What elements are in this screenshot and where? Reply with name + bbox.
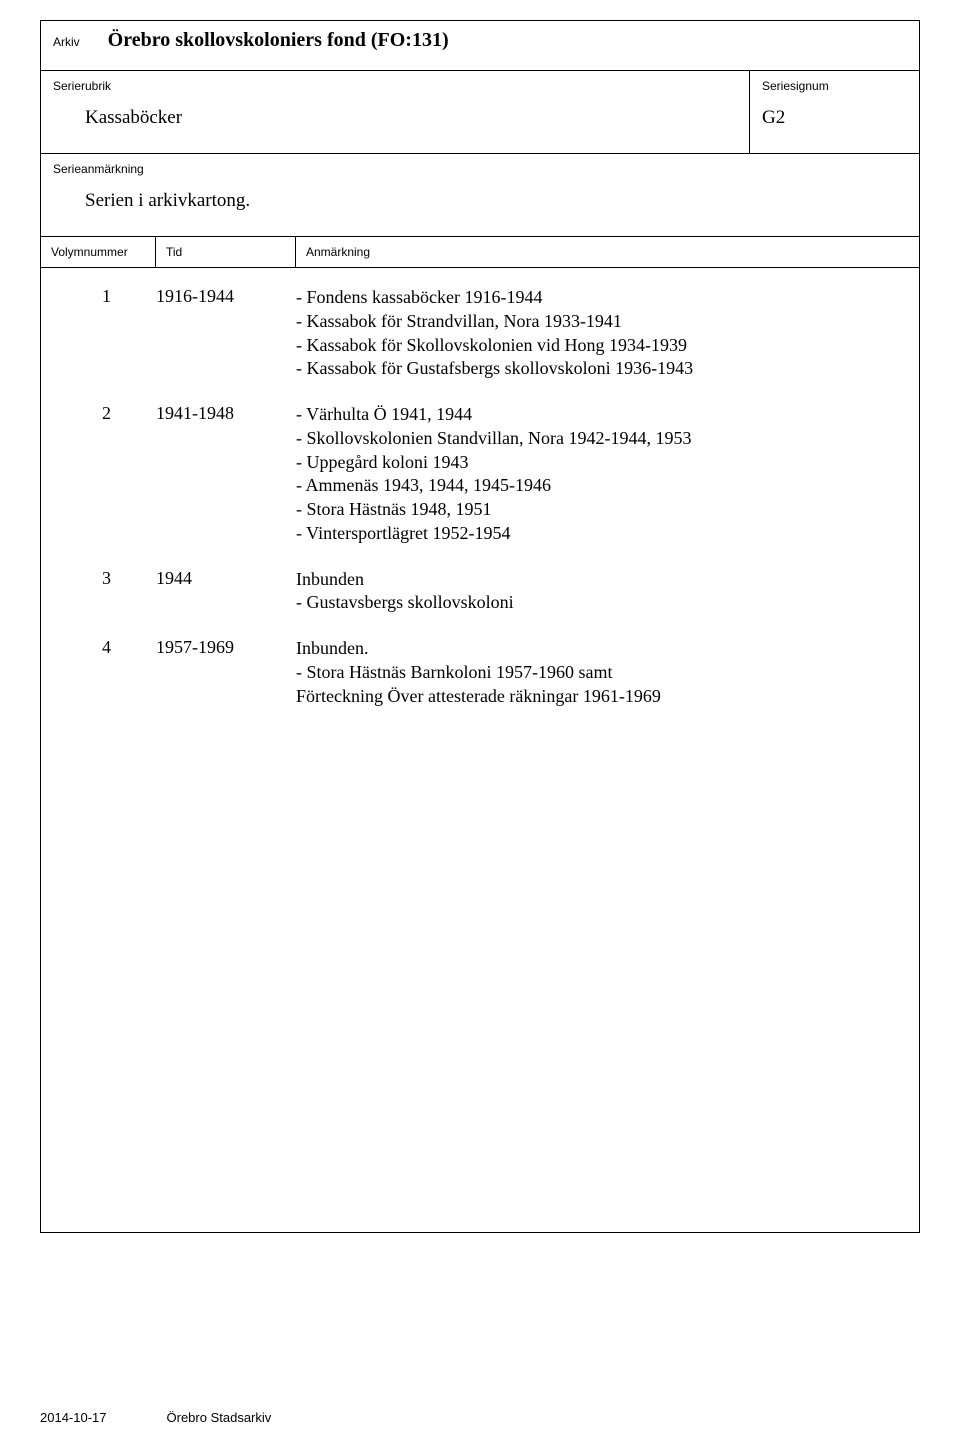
- footer: 2014-10-17 Örebro Stadsarkiv: [40, 1410, 271, 1425]
- cell-anmarkning: - Fondens kassaböcker 1916-1944 - Kassab…: [296, 286, 903, 381]
- seriesignum-cell: Seriesignum G2: [749, 71, 919, 153]
- anm-line: - Skollovskolonien Standvillan, Nora 194…: [296, 427, 903, 451]
- seriesignum-label: Seriesignum: [762, 79, 907, 93]
- cell-volymnummer: 4: [57, 637, 156, 708]
- arkiv-header-box: Arkiv Örebro skollovskoloniers fond (FO:…: [40, 20, 920, 70]
- arkiv-title: Örebro skollovskoloniers fond (FO:131): [108, 29, 449, 52]
- anm-line: - Kassabok för Strandvillan, Nora 1933-1…: [296, 310, 903, 334]
- col-header-anmarkning: Anmärkning: [296, 237, 919, 267]
- table-header: Volymnummer Tid Anmärkning: [40, 236, 920, 268]
- seriesignum-value: G2: [762, 107, 907, 129]
- footer-date: 2014-10-17: [40, 1410, 107, 1425]
- col-header-volymnummer: Volymnummer: [41, 237, 156, 267]
- anm-line: - Ammenäs 1943, 1944, 1945-1946: [296, 474, 903, 498]
- serierubrik-cell: Serierubrik Kassaböcker: [41, 71, 749, 153]
- anm-line: - Gustavsbergs skollovskoloni: [296, 591, 903, 615]
- anm-line: - Stora Hästnäs Barnkoloni 1957-1960 sam…: [296, 661, 903, 685]
- serieanm-box: Serieanmärkning Serien i arkivkartong.: [40, 153, 920, 236]
- anm-line: - Kassabok för Skollovskolonien vid Hong…: [296, 334, 903, 358]
- serieanm-label: Serieanmärkning: [53, 162, 907, 176]
- cell-anmarkning: Inbunden - Gustavsbergs skollovskoloni: [296, 568, 903, 616]
- footer-source: Örebro Stadsarkiv: [167, 1410, 272, 1425]
- cell-tid: 1916-1944: [156, 286, 296, 381]
- cell-volymnummer: 2: [57, 403, 156, 546]
- arkiv-label: Arkiv: [53, 35, 80, 49]
- serierubrik-label: Serierubrik: [53, 79, 737, 93]
- table-row: 4 1957-1969 Inbunden. - Stora Hästnäs Ba…: [57, 637, 903, 708]
- cell-anmarkning: Inbunden. - Stora Hästnäs Barnkoloni 195…: [296, 637, 903, 708]
- serieanm-value: Serien i arkivkartong.: [85, 190, 907, 212]
- cell-tid: 1941-1948: [156, 403, 296, 546]
- anm-line: - Värhulta Ö 1941, 1944: [296, 403, 903, 427]
- serierubrik-value: Kassaböcker: [85, 107, 737, 129]
- anm-line: - Vintersportlägret 1952-1954: [296, 522, 903, 546]
- anm-line: Inbunden: [296, 568, 903, 592]
- anm-line: - Fondens kassaböcker 1916-1944: [296, 286, 903, 310]
- table-row: 1 1916-1944 - Fondens kassaböcker 1916-1…: [57, 286, 903, 381]
- col-header-tid: Tid: [156, 237, 296, 267]
- table-row: 2 1941-1948 - Värhulta Ö 1941, 1944 - Sk…: [57, 403, 903, 546]
- anm-line: - Uppegård koloni 1943: [296, 451, 903, 475]
- anm-line: - Kassabok för Gustafsbergs skollovskolo…: [296, 357, 903, 381]
- cell-volymnummer: 1: [57, 286, 156, 381]
- serie-row: Serierubrik Kassaböcker Seriesignum G2: [40, 70, 920, 153]
- table-body: 1 1916-1944 - Fondens kassaböcker 1916-1…: [40, 268, 920, 1233]
- anm-line: - Stora Hästnäs 1948, 1951: [296, 498, 903, 522]
- anm-line: Förteckning Över attesterade räkningar 1…: [296, 685, 903, 709]
- arkiv-header-row: Arkiv Örebro skollovskoloniers fond (FO:…: [53, 29, 907, 52]
- cell-volymnummer: 3: [57, 568, 156, 616]
- cell-tid: 1944: [156, 568, 296, 616]
- cell-anmarkning: - Värhulta Ö 1941, 1944 - Skollovskoloni…: [296, 403, 903, 546]
- cell-tid: 1957-1969: [156, 637, 296, 708]
- page: Arkiv Örebro skollovskoloniers fond (FO:…: [0, 0, 960, 1447]
- anm-line: Inbunden.: [296, 637, 903, 661]
- table-row: 3 1944 Inbunden - Gustavsbergs skollovsk…: [57, 568, 903, 616]
